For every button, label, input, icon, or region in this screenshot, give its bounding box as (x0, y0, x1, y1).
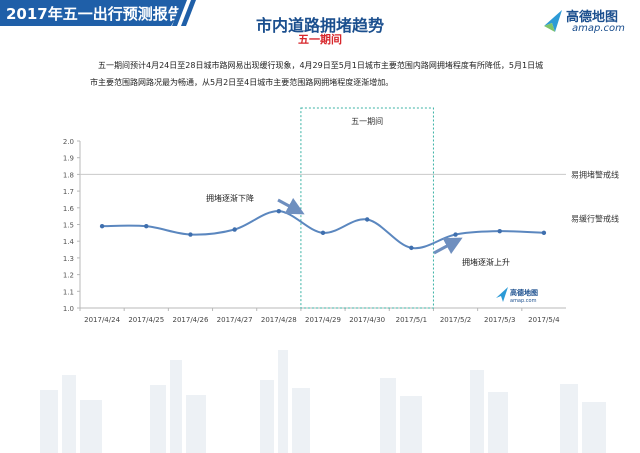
x-tick-label: 2017/4/29 (305, 316, 341, 324)
data-point (276, 208, 282, 214)
x-tick-label: 2017/5/2 (440, 316, 471, 324)
data-point (497, 228, 502, 234)
data-point (188, 232, 193, 237)
series-line (102, 210, 544, 250)
period-box (300, 107, 434, 309)
y-tick-label: 1.7 (63, 188, 74, 196)
y-tick-label: 1.6 (63, 205, 75, 213)
data-point (364, 217, 370, 222)
reference-line-label: 易缓行警戒线 (571, 214, 619, 224)
data-point (453, 232, 458, 237)
page-title: 市内道路拥堵趋势 (255, 16, 384, 35)
x-tick-label: 2017/4/25 (128, 316, 164, 324)
page-subtitle: 五一期间 (298, 33, 342, 46)
annotation-label: 拥堵逐渐上升 (462, 257, 510, 267)
amap-logo-icon (544, 10, 562, 32)
description-text: 五一期间预计4月24日至28日城市路网易出现缓行现象，4月29日至5月1日城市主… (90, 61, 544, 87)
x-tick-label: 2017/4/30 (349, 316, 385, 324)
data-point (541, 230, 547, 236)
amap-logo: 高德地图 amap.com (542, 6, 634, 36)
y-tick-label: 1.3 (63, 255, 74, 263)
watermark-text: 高德地图 (510, 288, 538, 297)
y-tick-label: 1.0 (63, 305, 74, 313)
logo-name-en: amap.com (572, 23, 625, 34)
x-tick-label: 2017/4/26 (173, 316, 209, 324)
city-skyline-background (40, 350, 606, 453)
logo-name-cn: 高德地图 (566, 10, 619, 25)
data-point (232, 227, 237, 232)
period-box-label: 五一期间 (351, 117, 383, 126)
watermark-domain: amap.com (510, 298, 537, 304)
y-tick-label: 1.1 (63, 288, 74, 296)
x-tick-label: 2017/4/27 (217, 316, 253, 324)
data-point (99, 223, 105, 229)
y-tick-label: 1.4 (63, 238, 75, 246)
x-tick-label: 2017/5/3 (484, 316, 515, 324)
data-point (409, 245, 414, 251)
annotation-arrow-up (433, 237, 463, 255)
data-point (144, 223, 149, 229)
y-tick-label: 1.8 (63, 171, 74, 179)
y-tick-label: 1.5 (63, 222, 74, 230)
annotation-label: 拥堵逐渐下降 (206, 193, 254, 203)
x-tick-label: 2017/4/24 (84, 316, 120, 324)
y-tick-label: 1.2 (63, 272, 74, 280)
x-tick-label: 2017/5/1 (396, 316, 427, 324)
x-tick-label: 2017/4/28 (261, 316, 297, 324)
y-tick-label: 1.9 (63, 155, 74, 163)
y-tick-label: 2.0 (63, 138, 74, 146)
header-stripes (172, 0, 196, 26)
reference-line-label: 易拥堵警戒线 (571, 169, 619, 179)
annotation-arrow-down (277, 197, 305, 215)
x-tick-label: 2017/5/4 (528, 316, 560, 324)
data-point (320, 230, 326, 236)
header-band (0, 0, 186, 26)
report-title: 2017年五一出行预测报告 (6, 5, 183, 23)
watermark-icon (496, 287, 508, 302)
